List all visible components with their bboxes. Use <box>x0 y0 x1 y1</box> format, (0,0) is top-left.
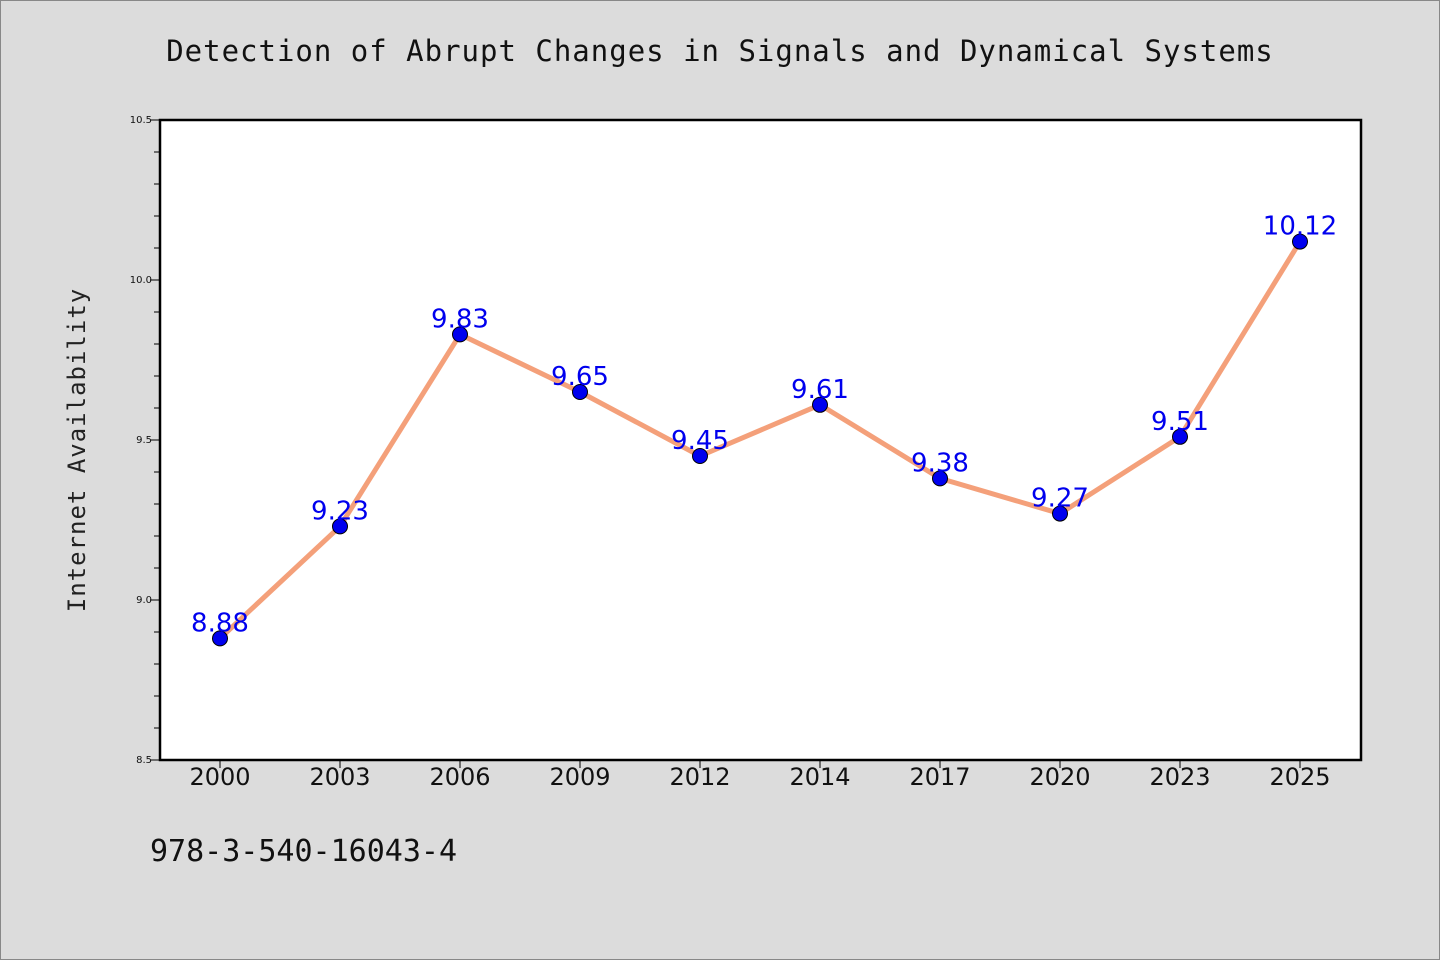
data-point <box>212 630 228 647</box>
data-label: 9.23 <box>311 496 369 526</box>
data-label: 9.27 <box>1031 484 1089 514</box>
x-tick-label: 2017 <box>909 763 970 791</box>
y-tick-label: 8.5 <box>136 755 152 766</box>
chart-title: Detection of Abrupt Changes in Signals a… <box>166 34 1274 68</box>
x-tick-label: 2025 <box>1269 763 1330 791</box>
data-label: 9.65 <box>551 362 609 392</box>
y-axis-label: Internet Availability <box>63 288 91 612</box>
data-point <box>452 326 468 343</box>
data-point <box>1172 428 1188 445</box>
data-point <box>572 384 588 400</box>
data-point <box>332 518 348 535</box>
y-tick-label: 9.0 <box>136 595 152 606</box>
data-point <box>812 396 828 413</box>
isbn-code: 978-3-540-16043-4 <box>150 834 458 869</box>
x-tick-label: 2009 <box>549 763 610 791</box>
data-label: 8.88 <box>191 608 249 638</box>
x-tick-label: 2020 <box>1029 763 1090 791</box>
data-label: 9.38 <box>911 448 969 478</box>
data-point <box>1052 505 1068 522</box>
data-point <box>692 448 708 464</box>
x-tick-label: 2006 <box>429 763 490 791</box>
data-label: 9.45 <box>671 426 729 456</box>
data-label: 10.12 <box>1263 212 1337 242</box>
y-tick-label: 9.5 <box>136 435 152 446</box>
x-tick-label: 2003 <box>309 763 370 791</box>
data-label: 9.83 <box>431 304 489 334</box>
data-point <box>1292 233 1308 250</box>
data-labels: 8.88 9.23 9.83 9.65 9.45 9.61 9.38 9.27 9.51 10.1… <box>191 212 1337 639</box>
y-tick-label: 10.0 <box>130 275 152 286</box>
x-tick-label: 2014 <box>789 763 850 791</box>
series-line <box>217 239 1303 641</box>
x-tick-label: 2012 <box>669 763 730 791</box>
data-point <box>932 470 948 487</box>
plot-area <box>158 118 1363 762</box>
data-label: 9.51 <box>1151 407 1209 437</box>
x-tick-label: 2023 <box>1149 763 1210 791</box>
x-tick-label: 2000 <box>189 763 250 791</box>
series-markers <box>212 233 1308 647</box>
y-axis: 8.5 9.0 9.5 10.0 10.5 <box>130 115 160 766</box>
y-tick-label: 10.5 <box>130 115 152 126</box>
data-label: 9.61 <box>791 375 849 405</box>
x-axis: 2000 2003 2006 2009 2012 2014 2017 2020 2023 2025 <box>189 760 1331 791</box>
